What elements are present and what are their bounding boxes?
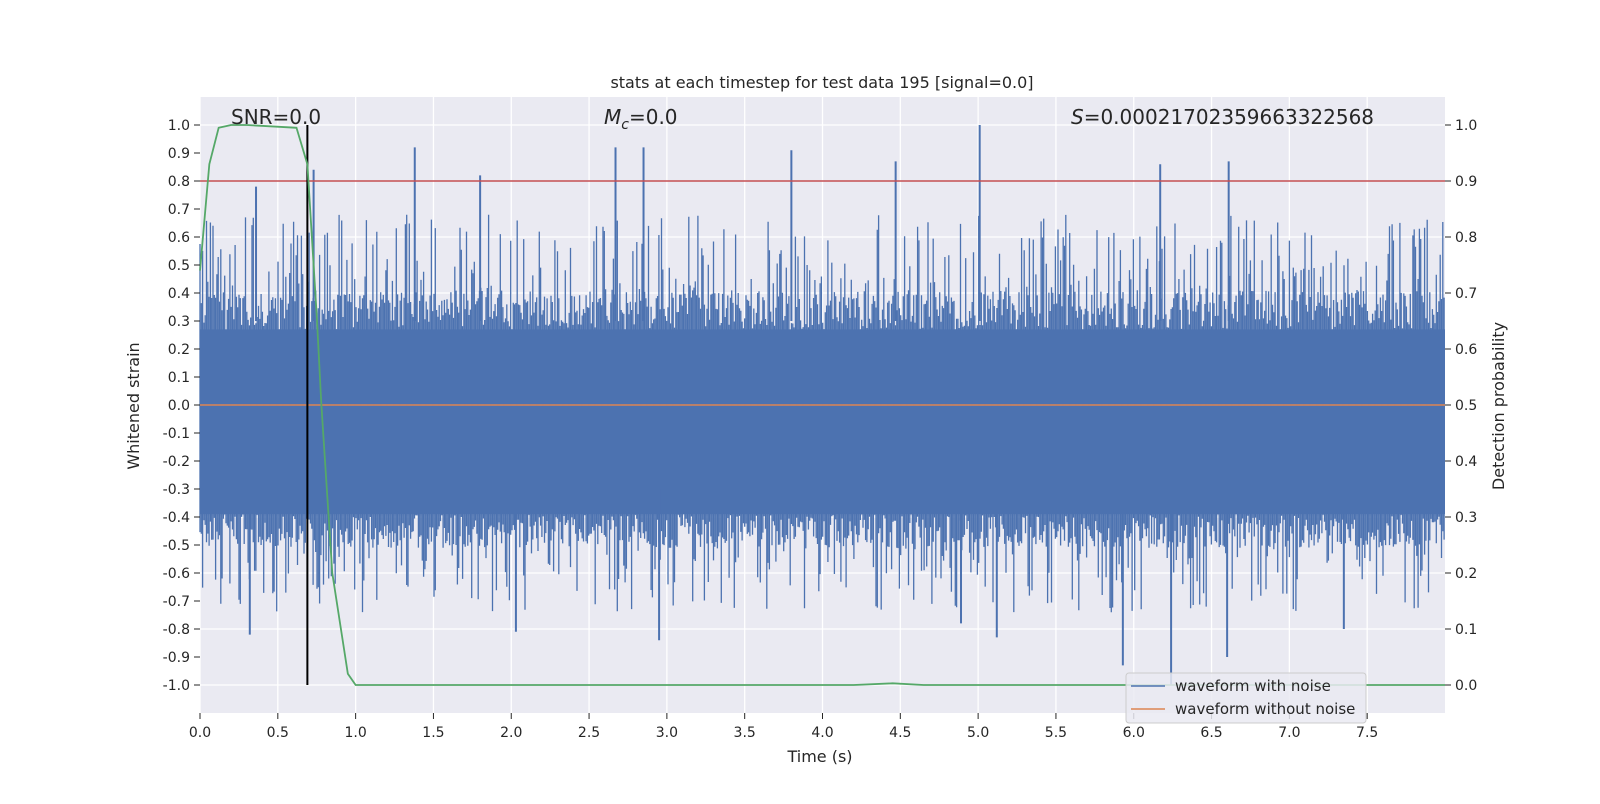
y2-tick-label: 0.0 — [1455, 678, 1477, 694]
x-tick-label: 6.0 — [1123, 725, 1145, 741]
y-tick-label: -1.0 — [163, 678, 190, 694]
x-axis-title: Time (s) — [786, 747, 852, 766]
snr-annotation: SNR=0.0 — [231, 105, 321, 129]
y-tick-label: 0.7 — [168, 202, 190, 218]
y2-tick-label: 0.7 — [1455, 286, 1477, 302]
x-tick-label: 5.0 — [967, 725, 989, 741]
s-annotation: S=0.00021702359663322568 — [1071, 105, 1374, 129]
y-tick-label: -0.7 — [163, 594, 190, 610]
x-tick-label: 3.5 — [734, 725, 756, 741]
y-tick-label: 1.0 — [168, 118, 190, 134]
y-tick-label: -0.9 — [163, 650, 190, 666]
legend-label-waveform-without-noise: waveform without noise — [1175, 700, 1355, 718]
y-tick-label: 0.9 — [168, 146, 190, 162]
x-tick-label: 1.0 — [344, 725, 366, 741]
y2-tick-label: 0.9 — [1455, 174, 1477, 190]
waveform-with-noise-layer — [199, 125, 1445, 685]
legend-box — [1125, 672, 1367, 724]
y2-tick-label: 0.2 — [1455, 566, 1477, 582]
x-tick-label: 0.5 — [267, 725, 289, 741]
x-tick-label: 3.0 — [656, 725, 678, 741]
y2-tick-label: 0.8 — [1455, 230, 1477, 246]
y2-tick-label: 1.0 — [1455, 118, 1477, 134]
y-tick-label: -0.8 — [163, 622, 190, 638]
y-tick-label: -0.2 — [163, 454, 190, 470]
x-tick-label: 4.5 — [889, 725, 911, 741]
x-tick-label: 4.0 — [811, 725, 833, 741]
s-value: =0.00021702359663322568 — [1084, 105, 1374, 129]
y2-tick-label: 0.1 — [1455, 622, 1477, 638]
y-tick-label: 0.6 — [168, 230, 190, 246]
x-tick-label: 7.0 — [1278, 725, 1300, 741]
y2-tick-label: 0.5 — [1455, 398, 1477, 414]
y-tick-label: 0.8 — [168, 174, 190, 190]
y-tick-label: 0.4 — [168, 286, 190, 302]
legend: waveform with noise waveform without noi… — [1125, 672, 1367, 724]
detection-probability-line — [199, 124, 1445, 686]
x-tick-label: 2.5 — [578, 725, 600, 741]
y-tick-label: -0.5 — [163, 538, 190, 554]
y-tick-label: -0.3 — [163, 482, 190, 498]
legend-label-waveform-with-noise: waveform with noise — [1175, 677, 1331, 695]
mc-symbol: M — [604, 105, 621, 129]
chart-title: stats at each timestep for test data 195… — [610, 73, 1033, 92]
y2-tick-label: 0.6 — [1455, 342, 1477, 358]
mc-subscript: c — [621, 117, 629, 133]
y-tick-label: -0.4 — [163, 510, 190, 526]
y2-axis-title: Detection probability — [1489, 322, 1508, 490]
y-tick-label: -0.1 — [163, 426, 190, 442]
y-axis-title: Whitened strain — [124, 342, 143, 469]
y-tick-label: 0.0 — [168, 398, 190, 414]
x-tick-label: 6.5 — [1200, 725, 1222, 741]
axes-layer: 1.0 0.9 0.8 0.7 0.6 0.5 0.4 0.3 0.2 0.1 0.0 -0.1 -0.… — [163, 118, 1478, 741]
x-tick-label: 7.5 — [1356, 725, 1378, 741]
y2-tick-label: 0.4 — [1455, 454, 1477, 470]
y-tick-label: 0.3 — [168, 314, 190, 330]
x-tick-label: 0.0 — [189, 725, 211, 741]
y-tick-label: 0.5 — [168, 258, 190, 274]
x-tick-label: 1.5 — [422, 725, 444, 741]
x-tick-label: 5.5 — [1045, 725, 1067, 741]
y-tick-label: 0.1 — [168, 370, 190, 386]
y-tick-label: -0.6 — [163, 566, 190, 582]
y2-tick-label: 0.3 — [1455, 510, 1477, 526]
chirp-mass-annotation: Mc=0.0 — [604, 105, 678, 133]
s-symbol: S — [1071, 105, 1084, 129]
mc-value: =0.0 — [629, 105, 678, 129]
y-tick-label: 0.2 — [168, 342, 190, 358]
lines-layer — [199, 124, 1445, 686]
x-tick-label: 2.0 — [500, 725, 522, 741]
